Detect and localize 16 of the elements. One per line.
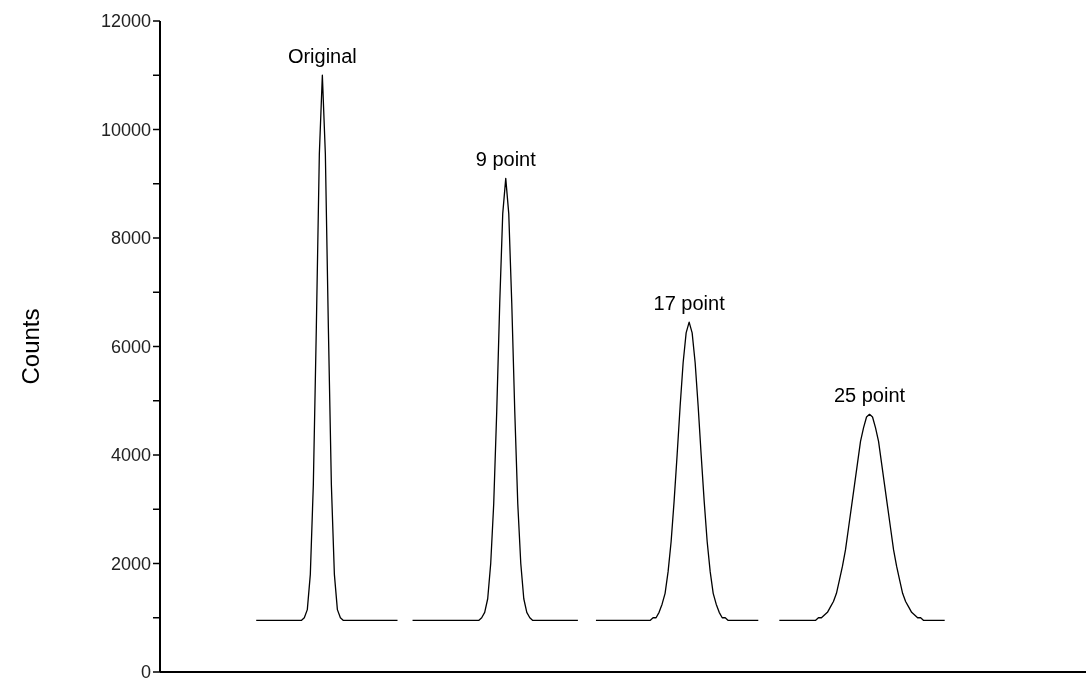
y-tick-label: 12000: [100, 11, 151, 32]
line-series: [255, 74, 399, 622]
y-tick-label: 2000: [110, 553, 151, 574]
series-label: 17 point: [653, 292, 726, 315]
y-axis-title: Counts: [16, 308, 44, 385]
y-tick-label: 10000: [100, 119, 151, 140]
line-series: [778, 413, 946, 622]
y-tick-label: 8000: [110, 228, 151, 249]
series-label: 9 point: [475, 148, 537, 171]
y-tick-label: 0: [140, 662, 151, 682]
line-series: [595, 321, 759, 622]
series-label: 25 point: [833, 384, 906, 407]
line-series: [411, 177, 579, 622]
y-tick-label: 4000: [110, 445, 151, 466]
y-tick-label: 6000: [110, 336, 151, 357]
series-label: Original: [287, 45, 357, 68]
